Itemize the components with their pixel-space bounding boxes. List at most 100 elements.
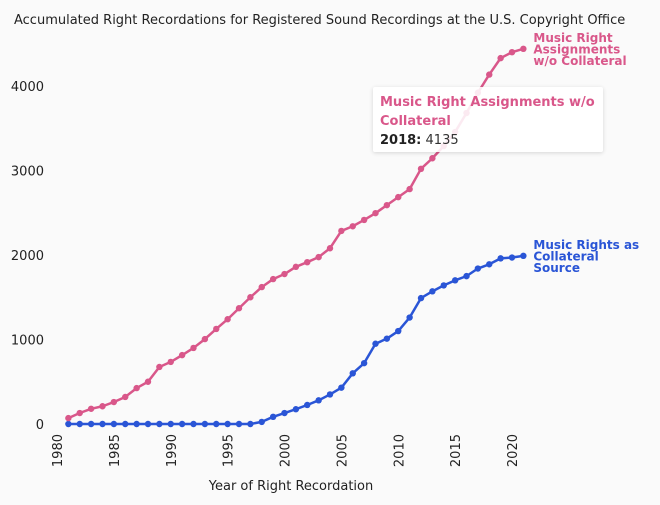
data-point[interactable] [326,391,334,398]
x-tick-label: 1995 [222,434,237,467]
data-point[interactable] [269,413,277,421]
data-point[interactable] [247,420,254,428]
data-point[interactable] [258,283,265,291]
data-point[interactable] [235,420,243,428]
data-point[interactable] [304,258,311,266]
data-point[interactable] [383,335,391,342]
data-point[interactable] [406,314,413,321]
data-point[interactable] [178,351,186,359]
data-point[interactable] [520,252,527,260]
data-point[interactable] [87,420,95,428]
tooltip-value: 4135 [425,133,459,148]
data-point[interactable] [406,185,413,193]
data-point[interactable] [315,253,322,261]
data-point[interactable] [269,275,277,283]
data-point[interactable] [190,420,197,428]
data-point[interactable] [497,54,504,62]
data-point[interactable] [292,406,300,413]
y-tick-label: 3000 [11,165,44,180]
data-point[interactable] [213,420,220,428]
data-point[interactable] [497,255,504,262]
x-tick-label: 2010 [392,434,407,467]
data-point[interactable] [65,414,72,422]
data-point[interactable] [451,277,459,284]
data-point[interactable] [508,49,516,56]
data-point[interactable] [372,209,379,217]
data-point[interactable] [178,420,186,428]
data-point[interactable] [360,216,368,224]
data-point[interactable] [76,409,83,417]
data-point[interactable] [292,263,300,271]
data-point[interactable] [224,316,231,323]
data-point[interactable] [258,418,265,426]
data-point[interactable] [360,359,368,367]
data-point[interactable] [486,71,493,78]
data-point[interactable] [508,254,516,261]
data-point[interactable] [213,325,220,333]
data-point[interactable] [201,420,209,428]
data-point[interactable] [326,245,334,252]
data-point[interactable] [247,294,254,301]
y-axis: 0 1000 2000 3000 4000 [11,80,44,433]
data-point[interactable] [429,155,436,162]
data-point[interactable] [281,270,288,278]
data-point[interactable] [520,45,527,53]
data-point[interactable] [395,327,402,335]
chart-title: Accumulated Right Recordations for Regis… [14,13,625,28]
data-point[interactable] [474,265,482,272]
series-labels: Music Rights as Collateral Source Music Rig… [533,31,639,275]
data-point[interactable] [99,403,106,410]
data-point[interactable] [315,397,322,404]
data-point[interactable] [122,393,129,401]
data-point[interactable] [417,294,425,302]
data-point[interactable] [304,401,311,409]
data-point[interactable] [156,420,163,428]
data-point[interactable] [110,398,118,406]
data-point[interactable] [190,344,197,352]
data-point[interactable] [133,384,140,392]
data-point[interactable] [440,282,447,289]
data-point[interactable] [463,272,470,280]
y-tick-label: 1000 [11,334,44,349]
x-tick-label: 1985 [108,434,123,467]
data-point[interactable] [281,409,288,417]
data-point[interactable] [383,201,391,209]
series-end-label: Music Rights as Collateral Source [533,238,639,275]
data-point[interactable] [167,420,174,428]
data-point[interactable] [65,420,72,428]
data-point[interactable] [133,420,140,428]
y-tick-label: 2000 [11,249,44,264]
data-point[interactable] [110,420,118,428]
data-point[interactable] [417,165,425,173]
data-point[interactable] [167,358,174,366]
data-point[interactable] [338,227,345,235]
data-point[interactable] [76,420,83,428]
x-tick-label: 2005 [335,434,350,467]
data-point[interactable] [486,261,493,268]
data-point[interactable] [144,378,152,385]
data-point[interactable] [349,370,356,377]
x-axis: 1980 1985 1990 1995 2000 2005 2010 2015 2020 [51,434,521,467]
x-tick-label: 2020 [506,434,521,467]
data-point[interactable] [87,405,95,412]
data-point[interactable] [156,363,163,371]
data-point[interactable] [122,420,129,428]
series-music-rights-as-collateral-source [65,252,527,428]
data-point[interactable] [235,305,243,312]
data-point[interactable] [429,288,436,295]
data-point[interactable] [144,420,152,428]
data-point[interactable] [201,335,209,343]
data-point[interactable] [349,223,356,230]
x-axis-label: Year of Right Recordation [208,479,373,494]
x-tick-label: 1980 [51,434,66,467]
data-point[interactable] [338,384,345,391]
x-tick-label: 1990 [165,434,180,467]
x-tick-label: 2000 [279,434,294,467]
x-tick-label: 2015 [449,434,464,467]
y-tick-label: 4000 [11,80,44,95]
data-point[interactable] [99,420,106,428]
data-point[interactable] [224,420,231,428]
data-point[interactable] [372,340,379,347]
data-point[interactable] [395,193,402,201]
